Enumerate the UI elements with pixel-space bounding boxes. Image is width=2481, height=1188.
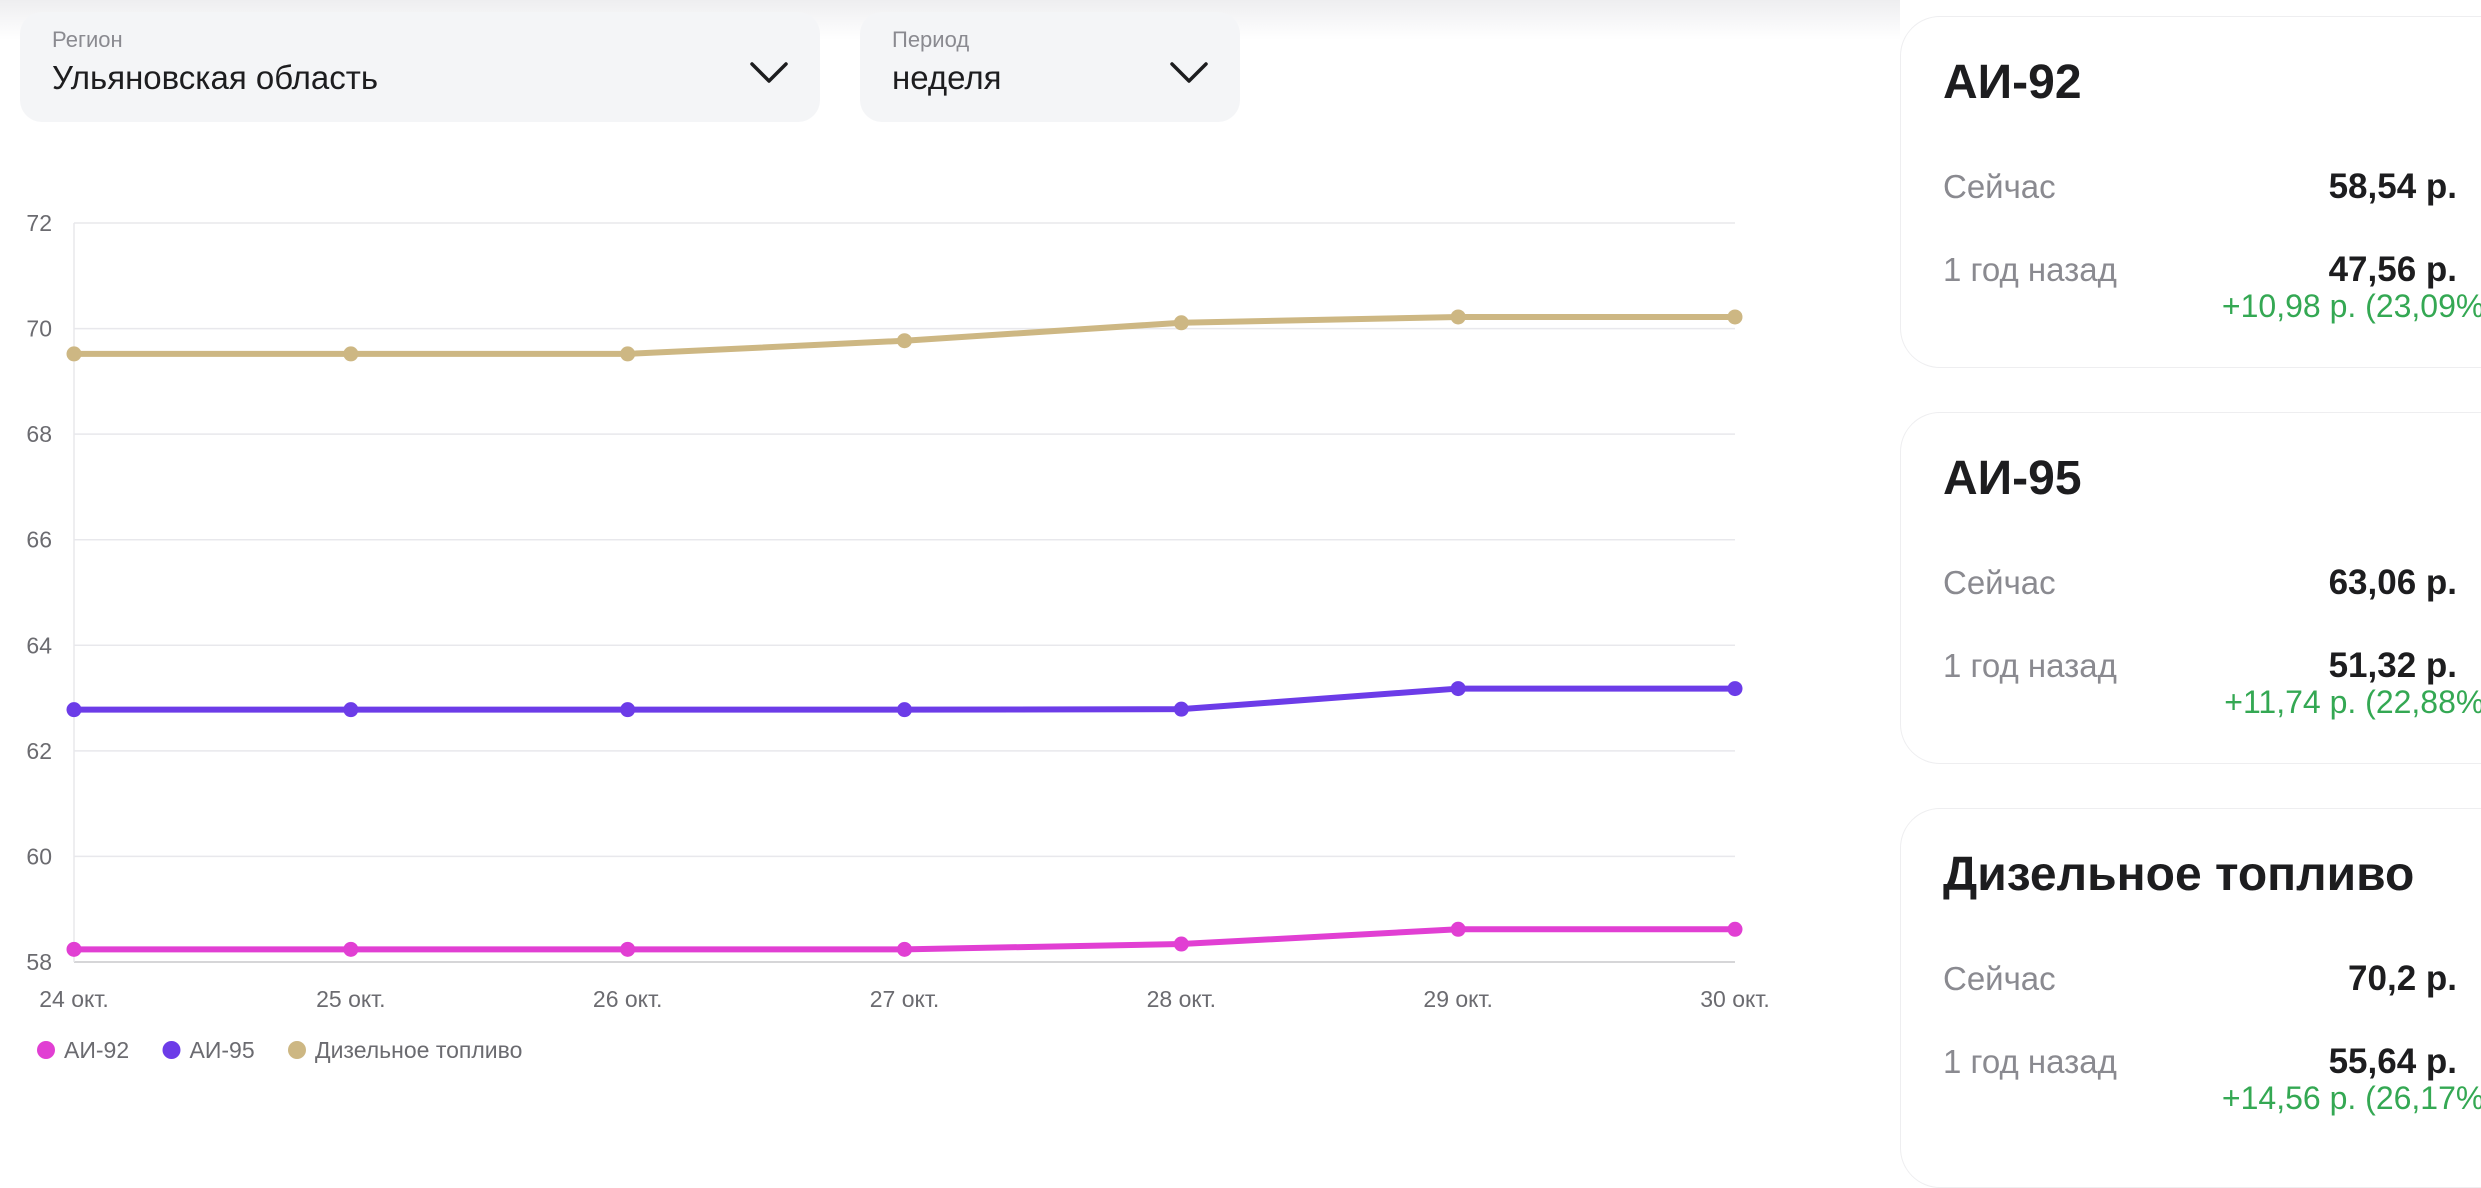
x-tick-label: 26 окт. — [593, 986, 662, 1012]
data-point — [1727, 309, 1743, 325]
data-point — [343, 346, 359, 362]
y-tick-label: 66 — [26, 527, 52, 553]
card-title: Дизельное топливо — [1943, 848, 2415, 901]
legend-label: АИ-92 — [64, 1037, 129, 1063]
card-row-now: Сейчас 63,06 р. — [1943, 561, 2457, 605]
price-change-delta: +11,74 р. (22,88%) — [2224, 684, 2481, 720]
year-ago-label: 1 год назад — [1943, 251, 2117, 288]
period-select-label: Период — [892, 27, 970, 52]
legend-label: АИ-95 — [190, 1037, 255, 1063]
data-point — [1450, 921, 1466, 937]
card-row-now: Сейчас 70,2 р. — [1943, 957, 2457, 1001]
now-value: 70,2 р. — [2348, 959, 2457, 998]
region-select-value: Ульяновская область — [52, 59, 379, 96]
year-ago-label: 1 год назад — [1943, 1043, 2117, 1080]
x-tick-label: 29 окт. — [1423, 986, 1492, 1012]
year-ago-value: 55,64 р. — [2328, 1042, 2457, 1081]
legend-marker — [288, 1041, 306, 1059]
price-change-delta: +10,98 р. (23,09%) — [2221, 288, 2481, 324]
data-point — [897, 702, 912, 718]
now-value: 58,54 р. — [2328, 167, 2457, 206]
y-tick-label: 72 — [26, 210, 52, 236]
price-change-delta: +14,56 р. (26,17%) — [2221, 1080, 2481, 1116]
year-ago-value: 47,56 р. — [2328, 250, 2457, 289]
data-point — [343, 941, 359, 957]
card-title: АИ-92 — [1943, 56, 2082, 109]
year-ago-label: 1 год назад — [1943, 647, 2117, 684]
data-point — [66, 702, 82, 718]
data-point — [1173, 701, 1189, 717]
chevron-down-icon — [1170, 62, 1208, 83]
data-point — [1727, 681, 1743, 697]
card-row-now: Сейчас 58,54 р. — [1943, 165, 2457, 209]
year-ago-value: 51,32 р. — [2328, 646, 2457, 685]
price-card-diesel: Дизельное топливо Сейчас 70,2 р. 1 год н… — [1900, 808, 2481, 1188]
y-tick-label: 62 — [26, 738, 52, 764]
x-tick-label: 24 окт. — [39, 986, 108, 1012]
data-point — [620, 941, 636, 957]
now-label: Сейчас — [1943, 960, 2056, 997]
data-point — [343, 702, 359, 718]
y-tick-label: 60 — [26, 843, 52, 869]
data-point — [66, 346, 82, 362]
data-point — [897, 941, 912, 957]
card-title: АИ-95 — [1943, 452, 2082, 505]
now-label: Сейчас — [1943, 168, 2056, 205]
data-point — [1173, 315, 1189, 331]
region-select-label: Регион — [52, 27, 123, 52]
period-select[interactable]: Период неделя — [860, 12, 1240, 122]
data-point — [620, 346, 636, 362]
price-card-ai92: АИ-92 Сейчас 58,54 р. 1 год назад 47,56 … — [1900, 16, 2481, 368]
region-select[interactable]: Регион Ульяновская область — [20, 12, 820, 122]
price-line-chart: 58 60 62 64 66 68 70 72 24 окт. 25 окт. 26 окт. 27 … — [26, 210, 1769, 1063]
card-row-year-ago: 1 год назад 47,56 р. — [1943, 248, 2457, 292]
data-point — [1450, 681, 1466, 697]
x-tick-label: 28 окт. — [1147, 986, 1216, 1012]
card-row-year-ago: 1 год назад 55,64 р. — [1943, 1040, 2457, 1084]
legend-marker — [162, 1041, 181, 1059]
x-tick-label: 27 окт. — [870, 986, 939, 1012]
data-point — [66, 941, 82, 957]
data-point — [897, 333, 912, 349]
y-tick-label: 70 — [26, 316, 52, 342]
legend-marker — [37, 1041, 55, 1059]
card-row-year-ago: 1 год назад 51,32 р. — [1943, 644, 2457, 688]
now-label: Сейчас — [1943, 564, 2056, 601]
period-select-value: неделя — [892, 59, 1002, 96]
data-point — [1173, 936, 1189, 952]
data-point — [620, 702, 636, 718]
y-tick-label: 58 — [26, 949, 52, 975]
x-tick-label: 30 окт. — [1700, 986, 1769, 1012]
y-tick-label: 64 — [26, 632, 52, 658]
x-tick-label: 25 окт. — [316, 986, 385, 1012]
chevron-down-icon — [750, 62, 788, 83]
data-point — [1450, 309, 1466, 325]
legend-label: Дизельное топливо — [315, 1037, 522, 1063]
data-point — [1727, 921, 1743, 937]
y-tick-label: 68 — [26, 421, 52, 447]
price-card-ai95: АИ-95 Сейчас 63,06 р. 1 год назад 51,32 … — [1900, 412, 2481, 764]
now-value: 63,06 р. — [2328, 563, 2457, 602]
